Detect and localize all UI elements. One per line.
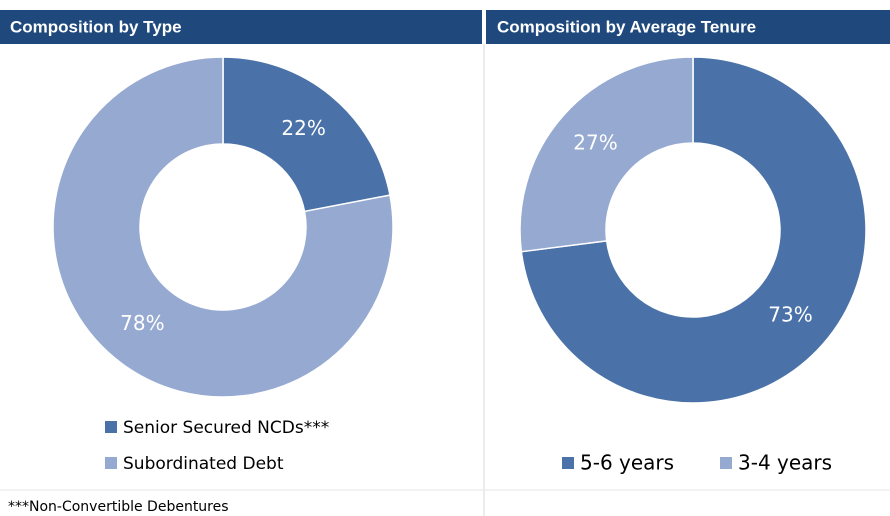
header-bar — [0, 10, 482, 44]
legend-swatch — [720, 457, 732, 469]
legend-label: Subordinated Debt — [123, 454, 284, 474]
donut-slice — [222, 56, 391, 213]
legend-swatch — [105, 457, 117, 469]
footnote: ***Non-Convertible Debentures — [8, 499, 229, 515]
legend-label: Senior Secured NCDs*** — [123, 418, 329, 438]
legend-swatch — [562, 457, 574, 469]
chart-title: Composition by Average Tenure — [497, 17, 756, 36]
legend-label: 3-4 years — [738, 451, 832, 475]
donut-slice — [52, 56, 394, 398]
donut-slice — [520, 56, 867, 404]
data-label: 22% — [281, 116, 325, 140]
legend-swatch — [105, 421, 117, 433]
data-label: 73% — [768, 302, 812, 326]
chart-title: Composition by Type — [10, 17, 182, 36]
header-bar — [486, 10, 890, 44]
donut-slice — [519, 56, 694, 253]
data-label: 27% — [573, 131, 617, 155]
legend-label: 5-6 years — [580, 451, 674, 475]
data-label: 78% — [120, 311, 164, 335]
